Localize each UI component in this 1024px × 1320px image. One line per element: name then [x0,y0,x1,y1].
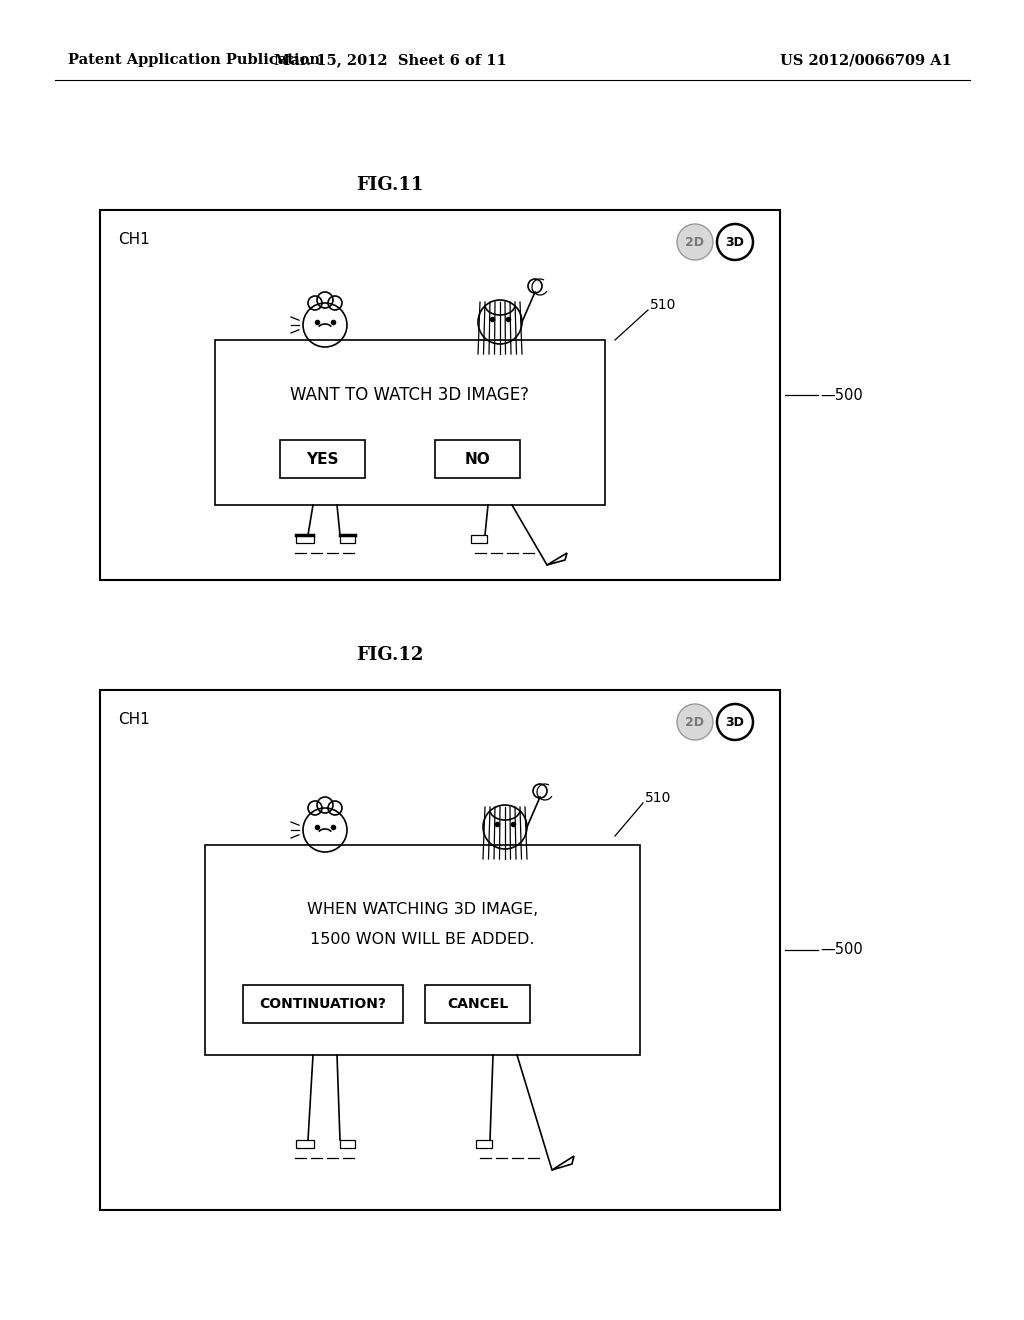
Text: CH1: CH1 [118,711,150,727]
Text: CH1: CH1 [118,232,150,247]
Bar [296,535,314,543]
Text: —500: —500 [820,942,863,957]
Bar [215,341,605,506]
Text: NO: NO [465,451,490,466]
Bar [280,440,365,478]
Bar [100,210,780,579]
Text: Mar. 15, 2012  Sheet 6 of 11: Mar. 15, 2012 Sheet 6 of 11 [273,53,507,67]
Text: 2D: 2D [685,715,705,729]
Text: Patent Application Publication: Patent Application Publication [68,53,319,67]
Bar [243,985,403,1023]
Circle shape [717,224,753,260]
Polygon shape [552,1156,574,1170]
Text: 1500 WON WILL BE ADDED.: 1500 WON WILL BE ADDED. [310,932,535,948]
Text: US 2012/0066709 A1: US 2012/0066709 A1 [780,53,952,67]
Bar [471,535,487,543]
Bar [476,1140,492,1148]
Text: 510: 510 [650,298,677,312]
Polygon shape [547,553,567,565]
Text: CONTINUATION?: CONTINUATION? [259,997,386,1011]
Bar [296,1140,314,1148]
Bar [205,845,640,1055]
Text: CANCEL: CANCEL [446,997,508,1011]
Text: 510: 510 [645,791,672,805]
Circle shape [717,704,753,741]
Bar [435,440,520,478]
Text: 3D: 3D [726,715,744,729]
Bar [100,690,780,1210]
Text: FIG.11: FIG.11 [356,176,424,194]
Text: WHEN WATCHING 3D IMAGE,: WHEN WATCHING 3D IMAGE, [307,903,539,917]
Text: YES: YES [306,451,339,466]
Text: FIG.12: FIG.12 [356,645,424,664]
Bar [425,985,530,1023]
Text: —500: —500 [820,388,863,403]
Text: 3D: 3D [726,235,744,248]
Bar [340,535,355,543]
Text: WANT TO WATCH 3D IMAGE?: WANT TO WATCH 3D IMAGE? [291,385,529,404]
Circle shape [677,704,713,741]
Circle shape [677,224,713,260]
Bar [340,1140,355,1148]
Text: 2D: 2D [685,235,705,248]
